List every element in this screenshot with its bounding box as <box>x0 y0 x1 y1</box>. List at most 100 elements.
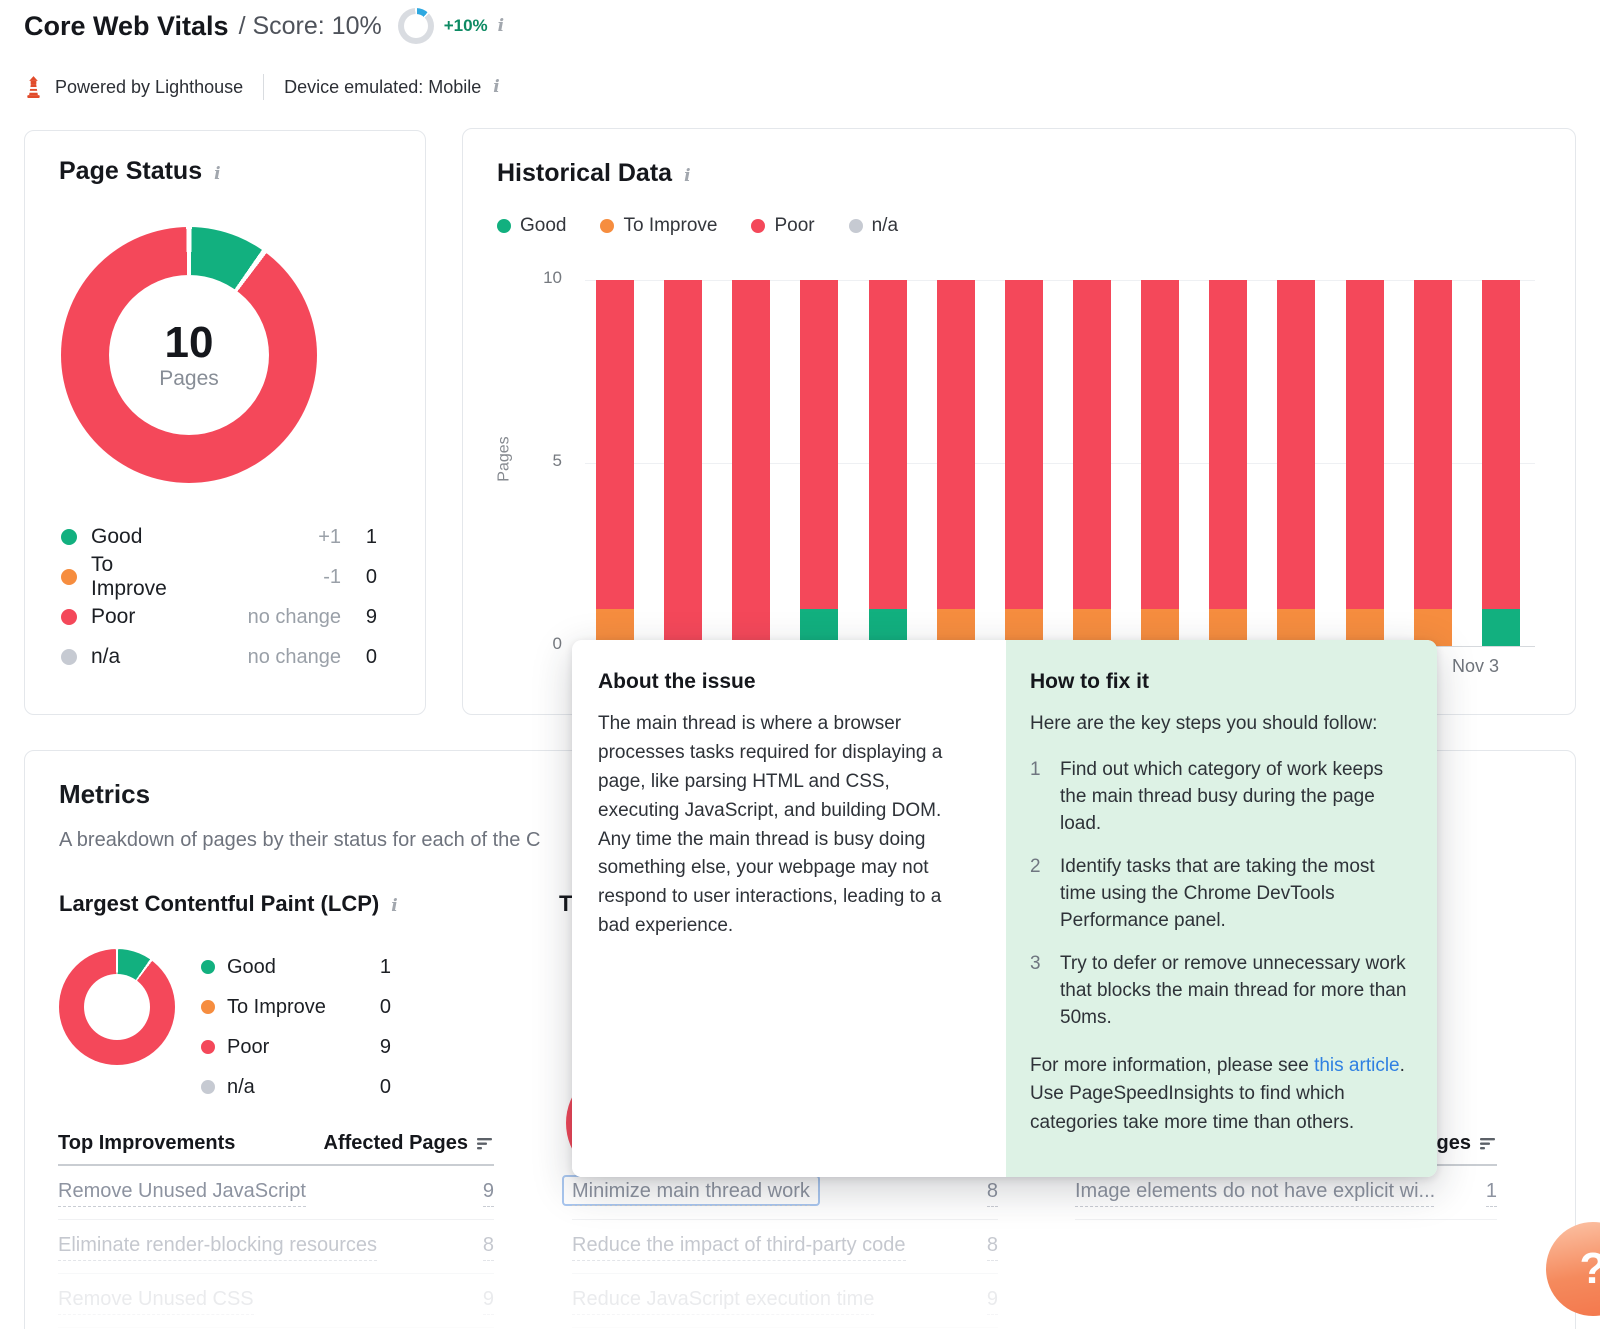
bar-segment-toimprove <box>936 609 975 646</box>
page-status-donut-chart: 10 Pages <box>61 227 317 483</box>
step-text: Find out which category of work keeps th… <box>1060 758 1384 834</box>
about-the-issue-panel: About the issue The main thread is where… <box>572 640 1006 1177</box>
good-dot-icon <box>497 219 511 233</box>
bar-8[interactable] <box>1072 280 1111 646</box>
step-text: Try to defer or remove unnecessary work … <box>1060 952 1407 1028</box>
historical-legend-item[interactable]: Good <box>497 215 566 237</box>
bar-6[interactable] <box>936 280 975 646</box>
bar-5[interactable] <box>868 280 907 646</box>
poor-dot-icon <box>201 1040 215 1054</box>
bar-14[interactable] <box>1481 280 1520 646</box>
this-article-link[interactable]: this article <box>1314 1054 1400 1076</box>
affected-pages-value[interactable]: 8 <box>482 1234 494 1261</box>
bar-segment-poor <box>1277 280 1316 610</box>
improvement-link[interactable]: Eliminate render-blocking resources <box>58 1234 378 1261</box>
affected-pages-value[interactable]: 9 <box>986 1288 998 1315</box>
legend-label: Good <box>520 215 567 236</box>
lcp-donut-center <box>84 974 150 1040</box>
affected-pages-value[interactable]: 9 <box>482 1180 494 1207</box>
info-icon[interactable]: i <box>497 16 505 36</box>
bar-4[interactable] <box>800 280 839 646</box>
bar-segment-toimprove <box>1277 609 1316 646</box>
divider <box>263 74 265 100</box>
na-dot-icon <box>61 649 77 665</box>
bar-11[interactable] <box>1277 280 1316 646</box>
bar-12[interactable] <box>1345 280 1384 646</box>
affected-pages-value[interactable]: 9 <box>482 1288 494 1315</box>
bar-segment-poor <box>1481 280 1520 610</box>
improvement-link[interactable]: Minimize main thread work <box>572 1180 810 1206</box>
improvement-link[interactable]: Remove Unused CSS <box>58 1288 254 1315</box>
affected-pages-value[interactable]: 8 <box>986 1180 998 1207</box>
page-title: Core Web Vitals <box>24 10 229 41</box>
lcp-legend-row: Good 1 <box>201 947 391 987</box>
step-number: 3 <box>1030 952 1041 974</box>
legend-value: 1 <box>365 525 377 548</box>
bar-segment-poor <box>1072 280 1111 610</box>
lcp-legend-row: Poor 9 <box>201 1027 391 1067</box>
bar-10[interactable] <box>1209 280 1248 646</box>
step-text: Identify tasks that are taking the most … <box>1060 855 1375 931</box>
table-row: Remove Unused CSS 9 <box>58 1274 494 1328</box>
step-number: 1 <box>1030 758 1041 780</box>
na-dot-icon <box>848 219 863 233</box>
historical-legend-item[interactable]: To Improve <box>600 215 717 237</box>
sort-icon[interactable] <box>1479 1136 1497 1151</box>
sort-icon[interactable] <box>476 1136 494 1151</box>
bar-segment-poor <box>664 280 703 646</box>
bar-segment-poor <box>868 280 907 610</box>
historical-bar-chart <box>596 280 1520 646</box>
metrics-subtitle: A breakdown of pages by their status for… <box>59 829 541 851</box>
improvement-link[interactable]: Image elements do not have explicit wi..… <box>1075 1180 1434 1207</box>
device-emulated-label: Device emulated: Mobile <box>284 76 482 97</box>
historical-legend-item[interactable]: n/a <box>848 215 899 237</box>
bar-9[interactable] <box>1141 280 1180 646</box>
bar-segment-good <box>868 609 907 646</box>
legend-change: +1 <box>318 525 341 548</box>
bar-segment-toimprove <box>596 609 634 646</box>
about-the-issue-title: About the issue <box>598 670 756 693</box>
good-dot-icon <box>61 529 77 545</box>
bar-segment-poor <box>936 280 975 610</box>
table-row: Reduce the impact of third-party code 8 <box>572 1220 998 1274</box>
improvements-column-tbt: Minimize main thread work 8 Reduce the imp… <box>562 1128 998 1328</box>
lcp-legend-row: To Improve 0 <box>201 987 391 1027</box>
bar-segment-toimprove <box>1004 609 1043 646</box>
focused-improvement-link[interactable]: Minimize main thread work <box>562 1175 820 1206</box>
improvement-link[interactable]: Remove Unused JavaScript <box>58 1180 306 1207</box>
table-row: Remove Unused JavaScript 9 <box>58 1166 494 1220</box>
legend-label: Good <box>91 525 143 548</box>
historical-legend: Good To Improve Poor n/a <box>497 215 898 237</box>
bar-1[interactable] <box>596 280 634 646</box>
table-row: Eliminate render-blocking resources 8 <box>58 1220 494 1274</box>
bar-segment-poor <box>1413 280 1452 610</box>
legend-label: n/a <box>871 215 899 236</box>
improvement-link[interactable]: Reduce the impact of third-party code <box>572 1234 906 1261</box>
legend-label: To Improve <box>91 553 167 600</box>
improvement-link[interactable]: Reduce JavaScript execution time <box>572 1288 875 1315</box>
info-icon[interactable]: i <box>684 166 691 186</box>
page-status-legend-row: Good +1 1 <box>61 517 377 557</box>
affected-pages-value[interactable]: 8 <box>986 1234 998 1261</box>
bar-7[interactable] <box>1004 280 1043 646</box>
bar-3[interactable] <box>732 280 771 646</box>
good-dot-icon <box>201 960 215 974</box>
how-to-fix-title: How to fix it <box>1030 670 1149 693</box>
info-icon[interactable]: i <box>493 77 500 97</box>
score-ring-hole <box>403 14 428 38</box>
historical-legend-item[interactable]: Poor <box>751 215 815 237</box>
bar-13[interactable] <box>1413 280 1452 646</box>
improve-dot-icon <box>600 219 615 233</box>
page-status-donut-center: 10 Pages <box>109 275 269 435</box>
how-to-fix-step: 2 Identify tasks that are taking the most… <box>1030 854 1409 935</box>
bar-2[interactable] <box>664 280 703 646</box>
about-the-issue-body: The main thread is where a browser proce… <box>598 713 943 937</box>
header-divider <box>58 1164 494 1166</box>
legend-value: 0 <box>365 565 377 588</box>
info-icon[interactable]: i <box>214 164 221 184</box>
affected-pages-value[interactable]: 1 <box>1485 1180 1497 1207</box>
score-label: / Score: 10% <box>238 11 382 40</box>
info-icon[interactable]: i <box>391 896 398 916</box>
bar-segment-poor <box>1141 280 1180 610</box>
